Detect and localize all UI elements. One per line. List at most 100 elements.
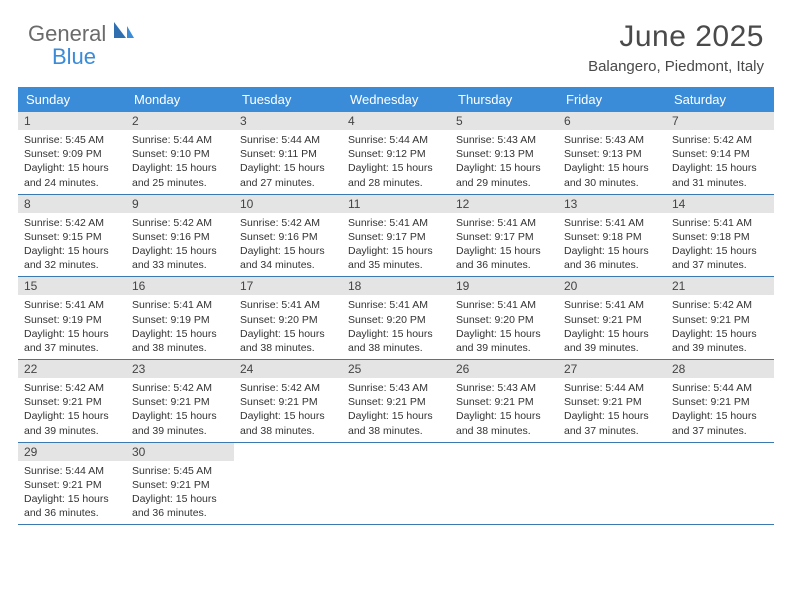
daylight-line: Daylight: 15 hours and 37 minutes. (672, 409, 768, 437)
day-cell: 9Sunrise: 5:42 AMSunset: 9:16 PMDaylight… (126, 195, 234, 277)
sunset-line: Sunset: 9:16 PM (240, 230, 336, 244)
sunset-line: Sunset: 9:21 PM (564, 313, 660, 327)
week-row: 29Sunrise: 5:44 AMSunset: 9:21 PMDayligh… (18, 443, 774, 526)
sunset-line: Sunset: 9:13 PM (564, 147, 660, 161)
sunrise-line: Sunrise: 5:44 AM (672, 381, 768, 395)
sunrise-line: Sunrise: 5:42 AM (240, 216, 336, 230)
day-number: 1 (18, 112, 126, 130)
day-cell: 5Sunrise: 5:43 AMSunset: 9:13 PMDaylight… (450, 112, 558, 194)
day-content: Sunrise: 5:45 AMSunset: 9:21 PMDaylight:… (126, 461, 234, 525)
daylight-line: Daylight: 15 hours and 35 minutes. (348, 244, 444, 272)
daylight-line: Daylight: 15 hours and 38 minutes. (132, 327, 228, 355)
sunset-line: Sunset: 9:21 PM (132, 478, 228, 492)
sunrise-line: Sunrise: 5:44 AM (348, 133, 444, 147)
day-cell: 2Sunrise: 5:44 AMSunset: 9:10 PMDaylight… (126, 112, 234, 194)
day-number: 21 (666, 277, 774, 295)
day-cell: 25Sunrise: 5:43 AMSunset: 9:21 PMDayligh… (342, 360, 450, 442)
sunset-line: Sunset: 9:17 PM (456, 230, 552, 244)
day-content: Sunrise: 5:41 AMSunset: 9:17 PMDaylight:… (342, 213, 450, 277)
logo-sail-icon (112, 20, 134, 45)
sunrise-line: Sunrise: 5:41 AM (456, 298, 552, 312)
day-number: 12 (450, 195, 558, 213)
daylight-line: Daylight: 15 hours and 36 minutes. (24, 492, 120, 520)
day-cell: 18Sunrise: 5:41 AMSunset: 9:20 PMDayligh… (342, 277, 450, 359)
location-text: Balangero, Piedmont, Italy (588, 58, 764, 75)
sunset-line: Sunset: 9:20 PM (240, 313, 336, 327)
week-row: 22Sunrise: 5:42 AMSunset: 9:21 PMDayligh… (18, 360, 774, 443)
day-content: Sunrise: 5:41 AMSunset: 9:18 PMDaylight:… (666, 213, 774, 277)
day-cell: 30Sunrise: 5:45 AMSunset: 9:21 PMDayligh… (126, 443, 234, 525)
daylight-line: Daylight: 15 hours and 39 minutes. (456, 327, 552, 355)
sunrise-line: Sunrise: 5:43 AM (456, 133, 552, 147)
day-content: Sunrise: 5:41 AMSunset: 9:20 PMDaylight:… (234, 295, 342, 359)
day-number: 16 (126, 277, 234, 295)
day-cell: 6Sunrise: 5:43 AMSunset: 9:13 PMDaylight… (558, 112, 666, 194)
sunrise-line: Sunrise: 5:44 AM (240, 133, 336, 147)
sunset-line: Sunset: 9:17 PM (348, 230, 444, 244)
day-cell: 3Sunrise: 5:44 AMSunset: 9:11 PMDaylight… (234, 112, 342, 194)
day-content: Sunrise: 5:42 AMSunset: 9:16 PMDaylight:… (234, 213, 342, 277)
day-content: Sunrise: 5:43 AMSunset: 9:21 PMDaylight:… (342, 378, 450, 442)
daylight-line: Daylight: 15 hours and 36 minutes. (564, 244, 660, 272)
day-number: 14 (666, 195, 774, 213)
sunrise-line: Sunrise: 5:43 AM (348, 381, 444, 395)
weekday-header: Tuesday (234, 87, 342, 112)
sunset-line: Sunset: 9:09 PM (24, 147, 120, 161)
sunrise-line: Sunrise: 5:42 AM (132, 216, 228, 230)
weeks-container: 1Sunrise: 5:45 AMSunset: 9:09 PMDaylight… (18, 112, 774, 525)
day-cell: 24Sunrise: 5:42 AMSunset: 9:21 PMDayligh… (234, 360, 342, 442)
day-cell: 16Sunrise: 5:41 AMSunset: 9:19 PMDayligh… (126, 277, 234, 359)
sunset-line: Sunset: 9:21 PM (672, 313, 768, 327)
sunrise-line: Sunrise: 5:41 AM (348, 298, 444, 312)
day-content: Sunrise: 5:41 AMSunset: 9:18 PMDaylight:… (558, 213, 666, 277)
sunrise-line: Sunrise: 5:45 AM (24, 133, 120, 147)
sunset-line: Sunset: 9:20 PM (348, 313, 444, 327)
sunset-line: Sunset: 9:11 PM (240, 147, 336, 161)
day-content: Sunrise: 5:44 AMSunset: 9:21 PMDaylight:… (558, 378, 666, 442)
sunrise-line: Sunrise: 5:41 AM (564, 298, 660, 312)
day-cell: 13Sunrise: 5:41 AMSunset: 9:18 PMDayligh… (558, 195, 666, 277)
day-content: Sunrise: 5:42 AMSunset: 9:21 PMDaylight:… (18, 378, 126, 442)
daylight-line: Daylight: 15 hours and 33 minutes. (132, 244, 228, 272)
day-cell: 11Sunrise: 5:41 AMSunset: 9:17 PMDayligh… (342, 195, 450, 277)
sunset-line: Sunset: 9:19 PM (24, 313, 120, 327)
daylight-line: Daylight: 15 hours and 38 minutes. (348, 409, 444, 437)
sunset-line: Sunset: 9:21 PM (24, 395, 120, 409)
sunset-line: Sunset: 9:18 PM (672, 230, 768, 244)
sunset-line: Sunset: 9:18 PM (564, 230, 660, 244)
day-content: Sunrise: 5:44 AMSunset: 9:21 PMDaylight:… (18, 461, 126, 525)
day-content: Sunrise: 5:42 AMSunset: 9:21 PMDaylight:… (234, 378, 342, 442)
day-cell: 19Sunrise: 5:41 AMSunset: 9:20 PMDayligh… (450, 277, 558, 359)
daylight-line: Daylight: 15 hours and 24 minutes. (24, 161, 120, 189)
day-number: 22 (18, 360, 126, 378)
day-content: Sunrise: 5:43 AMSunset: 9:21 PMDaylight:… (450, 378, 558, 442)
logo-text-blue: Blue (52, 44, 96, 70)
day-cell: 26Sunrise: 5:43 AMSunset: 9:21 PMDayligh… (450, 360, 558, 442)
day-content: Sunrise: 5:42 AMSunset: 9:16 PMDaylight:… (126, 213, 234, 277)
daylight-line: Daylight: 15 hours and 37 minutes. (24, 327, 120, 355)
daylight-line: Daylight: 15 hours and 27 minutes. (240, 161, 336, 189)
sunset-line: Sunset: 9:21 PM (24, 478, 120, 492)
sunrise-line: Sunrise: 5:43 AM (456, 381, 552, 395)
day-content: Sunrise: 5:44 AMSunset: 9:21 PMDaylight:… (666, 378, 774, 442)
weekday-header: Wednesday (342, 87, 450, 112)
day-cell: 12Sunrise: 5:41 AMSunset: 9:17 PMDayligh… (450, 195, 558, 277)
day-content: Sunrise: 5:42 AMSunset: 9:15 PMDaylight:… (18, 213, 126, 277)
daylight-line: Daylight: 15 hours and 36 minutes. (456, 244, 552, 272)
sunset-line: Sunset: 9:21 PM (240, 395, 336, 409)
day-number: 8 (18, 195, 126, 213)
sunset-line: Sunset: 9:19 PM (132, 313, 228, 327)
day-number: 30 (126, 443, 234, 461)
calendar: SundayMondayTuesdayWednesdayThursdayFrid… (18, 87, 774, 525)
sunrise-line: Sunrise: 5:42 AM (240, 381, 336, 395)
day-number: 29 (18, 443, 126, 461)
day-cell: 20Sunrise: 5:41 AMSunset: 9:21 PMDayligh… (558, 277, 666, 359)
day-number: 15 (18, 277, 126, 295)
sunrise-line: Sunrise: 5:45 AM (132, 464, 228, 478)
day-content: Sunrise: 5:44 AMSunset: 9:11 PMDaylight:… (234, 130, 342, 194)
day-number: 9 (126, 195, 234, 213)
day-number: 26 (450, 360, 558, 378)
day-cell: 17Sunrise: 5:41 AMSunset: 9:20 PMDayligh… (234, 277, 342, 359)
day-number: 27 (558, 360, 666, 378)
day-number: 19 (450, 277, 558, 295)
